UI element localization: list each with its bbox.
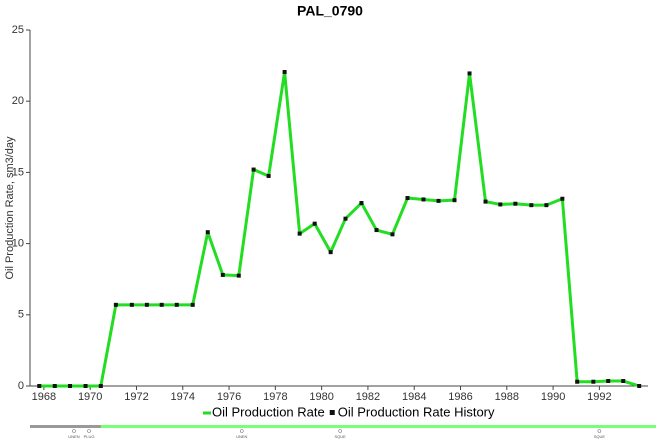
x-tick-label: 1990 [541, 391, 565, 403]
history-marker [390, 232, 395, 237]
history-marker [312, 221, 317, 226]
y-tick-label: 10 [12, 238, 24, 250]
x-tick-label: 1986 [448, 391, 472, 403]
y-tick-label: 20 [12, 95, 24, 107]
event-label: UNEN [68, 434, 79, 439]
event-label: UNEN [236, 434, 247, 439]
history-marker [83, 384, 88, 388]
x-tick-label: 1972 [124, 391, 148, 403]
x-tick-label: 1976 [217, 391, 241, 403]
chart-title: PAL_0790 [297, 3, 363, 19]
history-marker [174, 302, 179, 307]
history-marker [467, 71, 472, 76]
y-tick-label: 5 [18, 309, 24, 321]
event-label: SQUE [594, 434, 606, 439]
x-tick-label: 1974 [171, 391, 195, 403]
event-marker [338, 429, 342, 433]
history-marker [144, 302, 149, 307]
history-marker [113, 302, 118, 307]
active-strip [100, 425, 656, 428]
history-marker [266, 173, 271, 178]
history-marker [436, 198, 441, 203]
history-marker [205, 230, 210, 235]
history-marker [513, 201, 518, 206]
x-tick-label: 1982 [356, 391, 380, 403]
history-marker [529, 203, 534, 208]
legend-label: Oil Production Rate History [338, 404, 495, 419]
event-marker [87, 429, 91, 433]
x-tick-label: 1968 [32, 391, 56, 403]
history-marker [452, 198, 457, 203]
history-marker [560, 196, 565, 201]
event-marker [597, 429, 602, 433]
x-tick-label: 1978 [263, 391, 287, 403]
history-marker [328, 250, 333, 255]
legend-swatch [329, 410, 335, 415]
history-marker [621, 379, 626, 384]
history-marker [544, 203, 549, 208]
x-tick-label: 1988 [495, 391, 519, 403]
history-marker [236, 273, 241, 278]
history-marker [498, 202, 503, 207]
event-marker [239, 429, 244, 433]
history-marker [251, 167, 256, 172]
y-axis-label: Oil Production Rate, sm3/day [4, 136, 16, 280]
history-marker [359, 201, 364, 206]
history-marker [421, 197, 426, 202]
x-tick-label: 1970 [78, 391, 102, 403]
y-tick-label: 25 [12, 24, 24, 36]
history-marker [37, 384, 42, 388]
legend-label: Oil Production Rate [212, 404, 325, 419]
history-marker [575, 379, 580, 384]
event-label: SQUE [334, 434, 346, 439]
history-marker [98, 384, 103, 388]
history-marker [129, 302, 134, 307]
event-label: PLUG [84, 434, 95, 439]
x-tick-label: 1992 [587, 391, 611, 403]
history-marker [52, 384, 57, 388]
history-marker [68, 384, 73, 388]
history-marker [220, 272, 225, 277]
history-marker [159, 302, 164, 307]
history-marker [591, 379, 596, 384]
y-tick-label: 15 [12, 166, 24, 178]
y-tick-label: 0 [18, 380, 24, 392]
history-marker [405, 196, 410, 201]
history-marker [190, 302, 195, 307]
history-marker [282, 70, 287, 75]
x-tick-label: 1980 [309, 391, 333, 403]
history-marker [374, 228, 379, 233]
event-marker [72, 429, 76, 433]
history-marker [343, 216, 348, 221]
x-tick-label: 1984 [402, 391, 426, 403]
history-marker [637, 384, 642, 388]
history-marker [483, 199, 488, 204]
history-marker [606, 379, 611, 384]
data-line [39, 70, 640, 388]
history-marker [297, 231, 302, 236]
